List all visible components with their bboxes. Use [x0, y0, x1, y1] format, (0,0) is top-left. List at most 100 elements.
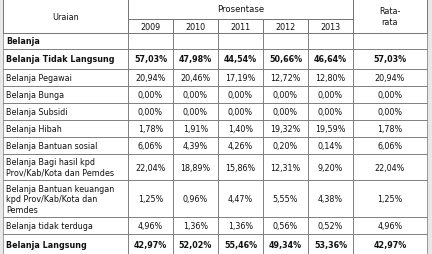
Bar	[3, 154, 128, 181]
Bar	[128, 103, 173, 120]
Bar	[128, 69, 173, 86]
Text: Belanja Pegawai: Belanja Pegawai	[6, 73, 72, 82]
Bar	[173, 154, 218, 181]
Text: 2009: 2009	[140, 22, 161, 31]
Bar	[308, 217, 353, 234]
Text: 42,97%: 42,97%	[373, 240, 407, 249]
Bar	[353, 34, 427, 50]
Bar	[218, 137, 263, 154]
Bar	[3, 137, 128, 154]
Bar	[173, 20, 218, 34]
Text: 0,00%: 0,00%	[318, 90, 343, 99]
Text: 0,20%: 0,20%	[273, 141, 298, 150]
Text: 0,00%: 0,00%	[318, 107, 343, 116]
Text: Belanja Subsidi: Belanja Subsidi	[6, 107, 67, 116]
Text: 0,52%: 0,52%	[318, 221, 343, 230]
Text: Belanja Bagi hasil kpd
Prov/Kab/Kota dan Pemdes: Belanja Bagi hasil kpd Prov/Kab/Kota dan…	[6, 158, 114, 177]
Bar	[173, 50, 218, 69]
Bar	[263, 20, 308, 34]
Bar	[173, 34, 218, 50]
Text: 0,00%: 0,00%	[228, 90, 253, 99]
Bar	[3, 0, 128, 34]
Bar	[128, 20, 173, 34]
Bar	[308, 50, 353, 69]
Text: 52,02%: 52,02%	[179, 240, 212, 249]
Bar	[263, 137, 308, 154]
Text: 1,36%: 1,36%	[183, 221, 208, 230]
Bar	[173, 103, 218, 120]
Text: 53,36%: 53,36%	[314, 240, 347, 249]
Text: Belanja Langsung: Belanja Langsung	[6, 240, 87, 249]
Bar	[3, 69, 128, 86]
Text: 0,00%: 0,00%	[183, 90, 208, 99]
Bar	[308, 137, 353, 154]
Text: 57,03%: 57,03%	[373, 55, 407, 64]
Text: 1,78%: 1,78%	[138, 124, 163, 133]
Bar	[353, 69, 427, 86]
Text: 4,38%: 4,38%	[318, 195, 343, 203]
Bar	[128, 234, 173, 254]
Text: 49,34%: 49,34%	[269, 240, 302, 249]
Text: 15,86%: 15,86%	[226, 163, 256, 172]
Text: 19,59%: 19,59%	[315, 124, 346, 133]
Text: Belanja Bantuan sosial: Belanja Bantuan sosial	[6, 141, 97, 150]
Bar	[173, 69, 218, 86]
Bar	[353, 120, 427, 137]
Text: 1,40%: 1,40%	[228, 124, 253, 133]
Bar	[173, 217, 218, 234]
Text: Belanja Bantuan keuangan
kpd Prov/Kab/Kota dan
Pemdes: Belanja Bantuan keuangan kpd Prov/Kab/Ko…	[6, 184, 114, 214]
Bar	[308, 20, 353, 34]
Bar	[308, 69, 353, 86]
Text: 20,46%: 20,46%	[181, 73, 211, 82]
Text: 0,00%: 0,00%	[183, 107, 208, 116]
Text: 18,89%: 18,89%	[181, 163, 211, 172]
Text: 4,47%: 4,47%	[228, 195, 253, 203]
Text: 42,97%: 42,97%	[134, 240, 167, 249]
Bar	[3, 234, 128, 254]
Text: 22,04%: 22,04%	[375, 163, 405, 172]
Bar	[308, 86, 353, 103]
Text: 4,96%: 4,96%	[378, 221, 403, 230]
Bar	[263, 103, 308, 120]
Bar	[263, 154, 308, 181]
Text: 4,26%: 4,26%	[228, 141, 253, 150]
Bar	[353, 50, 427, 69]
Bar	[173, 137, 218, 154]
Bar	[3, 50, 128, 69]
Text: 19,32%: 19,32%	[270, 124, 301, 133]
Bar	[3, 217, 128, 234]
Text: 47,98%: 47,98%	[179, 55, 212, 64]
Text: Rata-
rata: Rata- rata	[379, 7, 401, 27]
Bar	[173, 234, 218, 254]
Text: 4,39%: 4,39%	[183, 141, 208, 150]
Text: 0,00%: 0,00%	[273, 107, 298, 116]
Text: 0,00%: 0,00%	[228, 107, 253, 116]
Bar	[308, 234, 353, 254]
Text: Prosentase: Prosentase	[217, 6, 264, 14]
Text: 6,06%: 6,06%	[378, 141, 403, 150]
Text: 20,94%: 20,94%	[375, 73, 405, 82]
Bar	[128, 217, 173, 234]
Bar	[263, 34, 308, 50]
Bar	[3, 34, 128, 50]
Bar	[263, 86, 308, 103]
Text: 0,96%: 0,96%	[183, 195, 208, 203]
Bar	[3, 103, 128, 120]
Text: 0,00%: 0,00%	[138, 107, 163, 116]
Bar	[173, 181, 218, 217]
Bar	[218, 103, 263, 120]
Text: Belanja: Belanja	[6, 37, 40, 46]
Bar	[128, 0, 353, 20]
Bar	[353, 154, 427, 181]
Text: 46,64%: 46,64%	[314, 55, 347, 64]
Text: 12,80%: 12,80%	[315, 73, 346, 82]
Text: Belanja Hibah: Belanja Hibah	[6, 124, 62, 133]
Bar	[218, 69, 263, 86]
Bar	[128, 120, 173, 137]
Bar	[218, 34, 263, 50]
Bar	[308, 34, 353, 50]
Text: 1,36%: 1,36%	[228, 221, 253, 230]
Bar	[353, 0, 427, 34]
Text: 2012: 2012	[275, 22, 295, 31]
Text: Uraian: Uraian	[52, 12, 79, 21]
